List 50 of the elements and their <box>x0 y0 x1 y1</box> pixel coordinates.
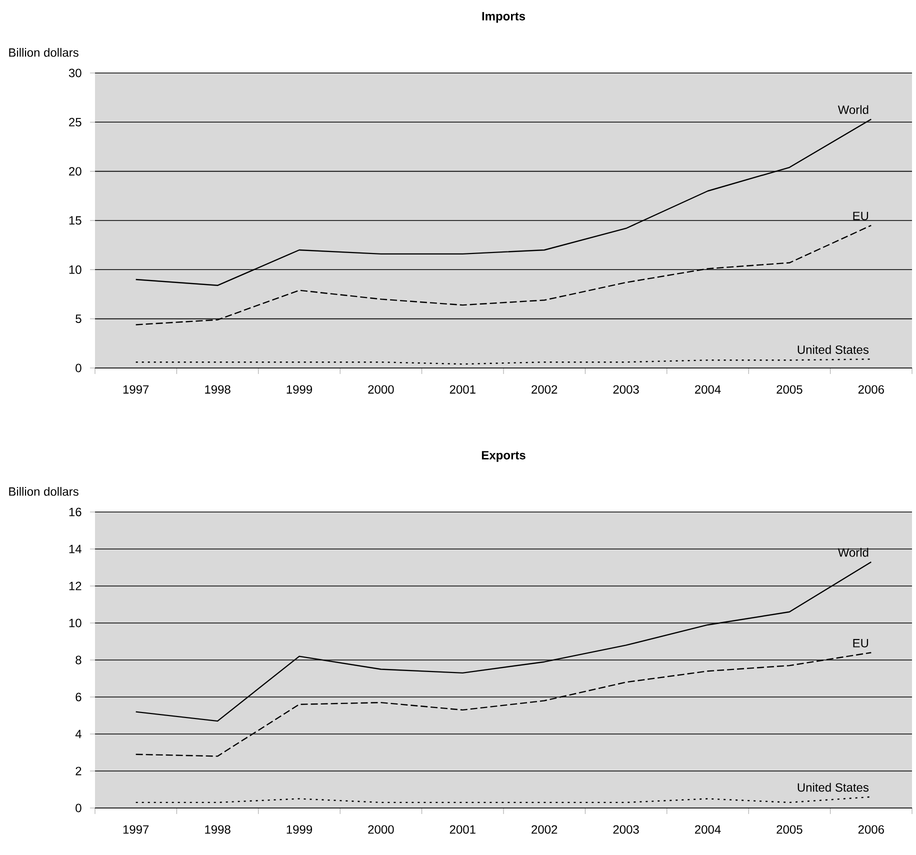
x-tick-label: 1998 <box>205 385 230 394</box>
x-tick-label: 2002 <box>532 385 558 394</box>
y-tick-label: 6 <box>76 692 82 702</box>
y-axis-title: Billion dollars <box>9 486 78 496</box>
y-tick-label: 4 <box>75 730 82 738</box>
x-tick-label: 2001 <box>450 385 476 394</box>
series-label: EU <box>853 639 868 648</box>
line-series <box>135 118 872 286</box>
y-tick-label: 0 <box>76 364 82 372</box>
y-axis-title: Billion dollars <box>9 48 78 57</box>
x-tick-label: 2000 <box>368 825 394 834</box>
x-tick-label: 2006 <box>858 825 884 834</box>
x-tick-label: 2000 <box>368 385 394 394</box>
series-label: World <box>838 548 868 557</box>
x-tick-label: 2002 <box>532 825 558 834</box>
x-tick-label: 2003 <box>613 825 639 834</box>
y-tick-label: 10 <box>69 618 82 628</box>
x-tick-label: 1997 <box>123 385 149 394</box>
x-tick-label: 1998 <box>205 825 230 834</box>
series-label: EU <box>853 212 868 220</box>
x-tick-label: 2001 <box>450 825 476 834</box>
y-tick-label: 12 <box>69 582 82 590</box>
x-tick-label: 2005 <box>776 385 802 394</box>
series-label: World <box>838 105 868 114</box>
y-tick-label: 8 <box>76 656 82 664</box>
x-tick-label: 1999 <box>286 825 312 834</box>
y-tick-label: 14 <box>69 544 82 554</box>
line-series <box>135 652 872 757</box>
y-tick-label: 5 <box>76 314 82 324</box>
y-tick-label: 30 <box>68 68 82 78</box>
x-tick-label: 1997 <box>123 825 149 834</box>
line-series <box>135 224 872 326</box>
y-tick-label: 0 <box>76 804 82 812</box>
y-tick-label: 20 <box>69 167 82 176</box>
x-tick-label: 2004 <box>695 825 721 834</box>
series-label: United States <box>798 782 869 792</box>
x-tick-label: 2004 <box>695 385 721 394</box>
y-tick-label: 2 <box>76 766 82 776</box>
series-label: United States <box>798 345 869 354</box>
y-tick-label: 16 <box>69 508 82 516</box>
line-series <box>135 561 872 722</box>
x-tick-label: 2005 <box>776 825 802 834</box>
y-tick-label: 25 <box>69 118 82 126</box>
x-tick-label: 1999 <box>286 385 312 394</box>
chart-title: Imports <box>482 12 526 23</box>
x-tick-label: 2006 <box>858 385 884 394</box>
y-tick-label: 15 <box>69 216 82 225</box>
chart-title: Exports <box>482 451 526 462</box>
x-tick-label: 2003 <box>613 385 639 394</box>
y-tick-label: 10 <box>69 265 82 274</box>
